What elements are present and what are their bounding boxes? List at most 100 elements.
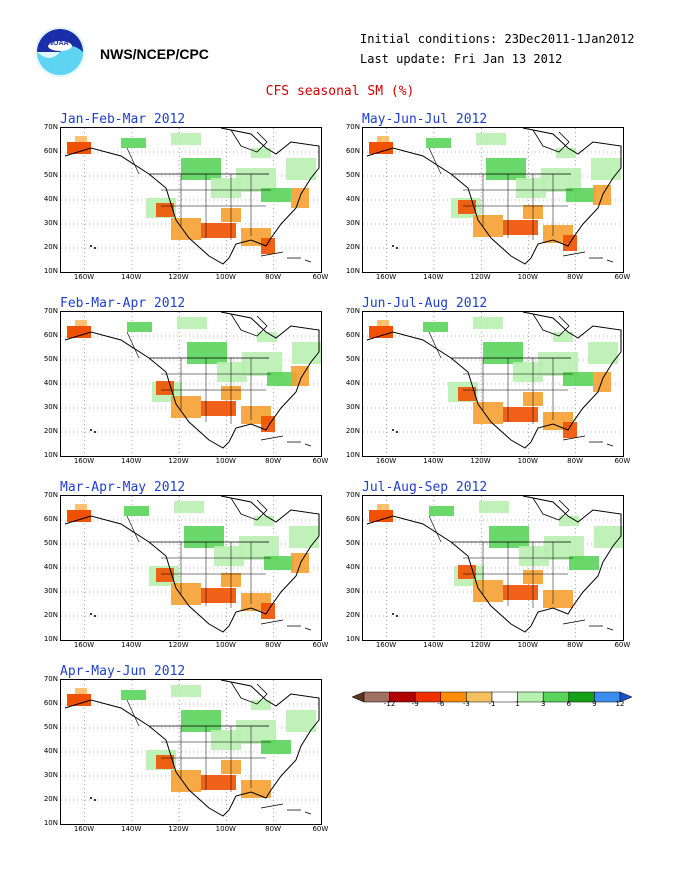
lat-tick-label: 50N: [345, 355, 360, 363]
map-frame: [362, 311, 624, 457]
lon-tick-label: 160W: [375, 273, 397, 281]
lon-tick-label: 80W: [567, 273, 583, 281]
lon-tick-label: 140W: [423, 273, 444, 281]
lat-tick-label: 30N: [43, 403, 58, 411]
lat-tick-label: 60N: [345, 331, 360, 339]
lon-tick-label: 140W: [423, 641, 444, 649]
lat-tick-label: 20N: [43, 427, 58, 435]
lon-tick-label: 100W: [215, 273, 236, 281]
lon-tick-label: 60W: [312, 825, 329, 833]
lat-tick-label: 50N: [345, 539, 360, 547]
lat-tick-label: 10N: [345, 451, 360, 459]
lon-tick-label: 80W: [265, 641, 281, 649]
lon-tick-label: 120W: [470, 641, 491, 649]
lat-tick-label: 20N: [345, 611, 360, 619]
lon-tick-label: 160W: [73, 825, 95, 833]
logo-text: NOAA: [48, 40, 69, 47]
lat-tick-label: 30N: [345, 219, 360, 227]
legend-tick-label: 12: [615, 700, 625, 708]
lat-tick-label: 40N: [43, 195, 58, 203]
lat-tick-label: 30N: [43, 219, 58, 227]
lon-tick-label: 140W: [121, 273, 142, 281]
sm-anomaly-map: [363, 128, 623, 272]
lon-tick-label: 60W: [312, 641, 329, 649]
lon-tick-label: 60W: [614, 273, 631, 281]
lat-tick-label: 70N: [345, 491, 360, 499]
panel-title: Mar-Apr-May 2012: [60, 480, 186, 495]
lon-tick-label: 120W: [470, 273, 491, 281]
lon-tick-label: 160W: [375, 457, 397, 465]
lat-tick-label: 70N: [345, 123, 360, 131]
lon-tick-label: 160W: [73, 641, 95, 649]
sm-anomaly-map: [363, 496, 623, 640]
sm-anomaly-map: [61, 312, 321, 456]
agency-label: NWS/NCEP/CPC: [100, 46, 209, 62]
sm-anomaly-map: [363, 312, 623, 456]
sm-anomaly-map: [61, 496, 321, 640]
lon-tick-label: 100W: [517, 641, 538, 649]
legend-tick-label: 9: [592, 700, 597, 708]
figure-title: CFS seasonal SM (%): [265, 84, 415, 99]
lon-tick-label: 80W: [567, 457, 583, 465]
lat-tick-label: 10N: [345, 635, 360, 643]
lat-tick-label: 70N: [345, 307, 360, 315]
lat-tick-label: 60N: [345, 515, 360, 523]
lon-tick-label: 60W: [312, 273, 329, 281]
lon-tick-label: 160W: [375, 641, 397, 649]
legend-arrow-low: [351, 691, 365, 703]
lat-tick-label: 20N: [345, 427, 360, 435]
lon-tick-label: 80W: [265, 825, 281, 833]
lon-tick-label: 140W: [121, 457, 142, 465]
lat-tick-label: 10N: [43, 635, 58, 643]
map-frame: [362, 127, 624, 273]
map-frame: [60, 495, 322, 641]
lat-tick-label: 40N: [345, 563, 360, 571]
legend-tick-label: -3: [462, 700, 470, 708]
lon-tick-label: 100W: [215, 825, 236, 833]
legend-tick-label: -9: [411, 700, 419, 708]
lat-tick-label: 40N: [43, 747, 58, 755]
map-frame: [60, 311, 322, 457]
lat-tick-label: 40N: [43, 379, 58, 387]
lat-tick-label: 30N: [345, 587, 360, 595]
lat-tick-label: 50N: [345, 171, 360, 179]
legend-tick-label: -1: [488, 700, 496, 708]
legend-tick-label: -6: [437, 700, 445, 708]
lon-tick-label: 120W: [168, 273, 189, 281]
lat-tick-label: 10N: [43, 267, 58, 275]
initial-conditions: Initial conditions: 23Dec2011-1Jan2012: [360, 32, 635, 46]
lat-tick-label: 60N: [43, 515, 58, 523]
lon-tick-label: 120W: [168, 641, 189, 649]
lat-tick-label: 20N: [43, 243, 58, 251]
lat-tick-label: 40N: [345, 195, 360, 203]
lon-tick-label: 140W: [121, 641, 142, 649]
panel-title: Apr-May-Jun 2012: [60, 664, 186, 679]
last-update: Last update: Fri Jan 13 2012: [360, 52, 563, 66]
lon-tick-label: 120W: [168, 825, 189, 833]
lon-tick-label: 60W: [614, 457, 631, 465]
panel-title: Jul-Aug-Sep 2012: [362, 480, 488, 495]
lat-tick-label: 50N: [43, 355, 58, 363]
sm-anomaly-map: [61, 128, 321, 272]
lon-tick-label: 160W: [73, 457, 95, 465]
panel-title: Feb-Mar-Apr 2012: [60, 296, 186, 311]
lat-tick-label: 10N: [345, 267, 360, 275]
lat-tick-label: 60N: [345, 147, 360, 155]
lat-tick-label: 20N: [43, 611, 58, 619]
lon-tick-label: 60W: [312, 457, 329, 465]
lat-tick-label: 70N: [43, 307, 58, 315]
legend-tick-label: 6: [566, 700, 572, 708]
panel-title: May-Jun-Jul 2012: [362, 112, 488, 127]
lon-tick-label: 160W: [73, 273, 95, 281]
map-frame: [60, 679, 322, 825]
noaa-logo: [35, 27, 85, 77]
legend-tick-label: 1: [515, 700, 520, 708]
lon-tick-label: 120W: [168, 457, 189, 465]
lon-tick-label: 140W: [121, 825, 142, 833]
lat-tick-label: 30N: [43, 771, 58, 779]
lat-tick-label: 60N: [43, 699, 58, 707]
lon-tick-label: 100W: [517, 273, 538, 281]
lon-tick-label: 140W: [423, 457, 444, 465]
lat-tick-label: 70N: [43, 123, 58, 131]
lon-tick-label: 60W: [614, 641, 631, 649]
